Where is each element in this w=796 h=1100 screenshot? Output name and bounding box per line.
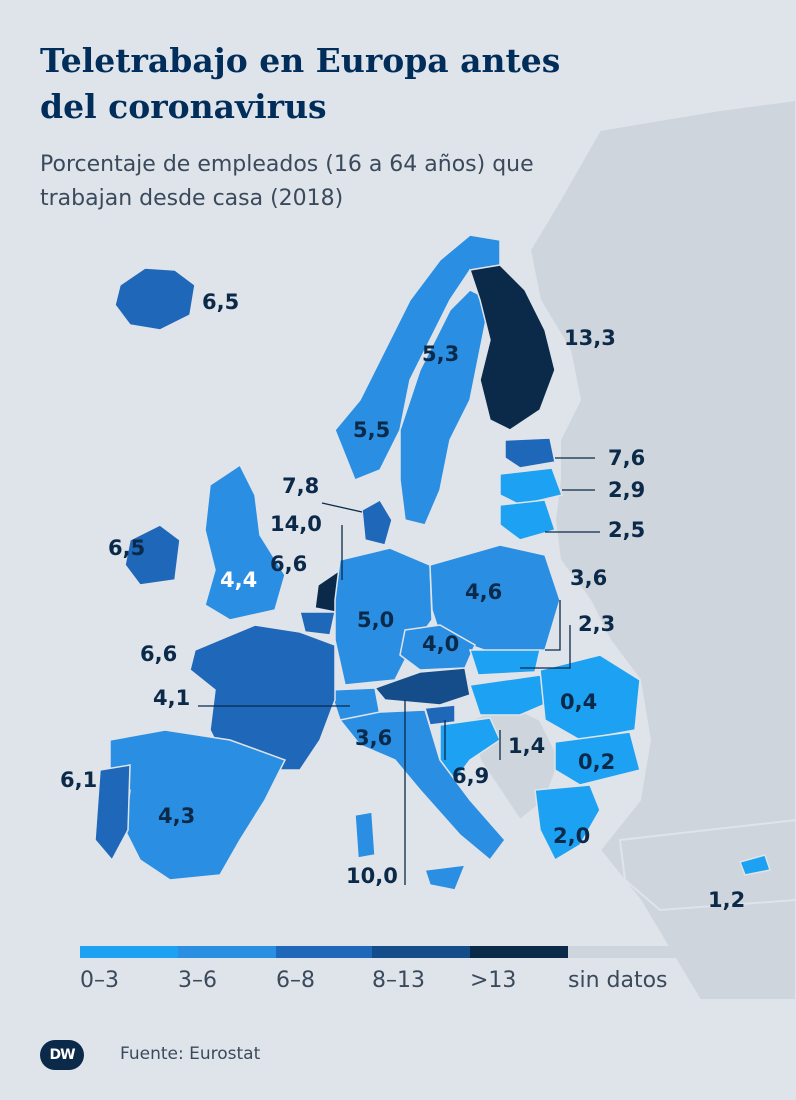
map-subtitle: Porcentaje de empleados (16 a 64 años) q… <box>40 152 534 211</box>
legend-swatch-0-3 <box>80 946 178 958</box>
label-hungary: 2,3 <box>578 612 616 636</box>
label-bulgaria: 0,2 <box>578 750 616 774</box>
label-denmark: 7,8 <box>282 474 320 498</box>
label-uk: 4,4 <box>220 568 258 592</box>
country-ireland <box>124 524 181 586</box>
country-estonia <box>504 437 556 469</box>
label-romania: 0,4 <box>560 690 598 714</box>
legend-label-gt13: >13 <box>470 968 517 993</box>
label-poland: 4,6 <box>465 580 503 604</box>
country-slovakia <box>468 649 541 676</box>
legend-swatch-6-8 <box>276 946 372 958</box>
legend-label-8-13: 8–13 <box>372 968 425 993</box>
label-norway: 5,3 <box>422 342 460 366</box>
land-nodata-east <box>528 98 796 1001</box>
legend-swatch-3-6 <box>178 946 276 958</box>
country-finland <box>469 264 556 431</box>
label-ireland: 6,5 <box>108 536 146 560</box>
country-hungary <box>469 674 557 716</box>
label-luxembourg: 4,1 <box>153 686 191 710</box>
legend-label-6-8: 6–8 <box>276 968 315 993</box>
label-france: 6,6 <box>140 642 178 666</box>
country-lithuania <box>499 499 556 541</box>
country-latvia <box>499 467 563 506</box>
country-romania <box>539 654 641 741</box>
legend-label-3-6: 3–6 <box>178 968 217 993</box>
country-italy <box>338 709 506 862</box>
country-bulgaria <box>554 731 641 786</box>
country-france <box>189 624 336 771</box>
country-iceland <box>114 267 196 331</box>
label-croatia: 1,4 <box>508 734 546 758</box>
label-latvia: 2,9 <box>608 478 646 502</box>
legend-swatch-gt13 <box>470 946 568 958</box>
country-sweden <box>399 289 491 526</box>
label-lithuania: 2,5 <box>608 518 646 542</box>
leader-lines <box>198 457 600 885</box>
label-switzerland: 3,6 <box>355 726 393 750</box>
label-belgium: 6,6 <box>270 552 308 576</box>
label-austria: 10,0 <box>346 864 398 888</box>
land-nodata-turkey <box>618 818 796 912</box>
country-italy-sicily <box>423 864 467 891</box>
legend-label-0-3: 0–3 <box>80 968 119 993</box>
country-cyprus <box>739 854 771 876</box>
country-belgium <box>299 611 336 636</box>
label-slovakia: 3,6 <box>570 566 608 590</box>
label-slovenia: 6,9 <box>452 764 490 788</box>
country-italy-sardinia <box>354 811 376 859</box>
label-estonia: 7,6 <box>608 446 646 470</box>
label-sweden: 5,5 <box>353 418 391 442</box>
source-text: Fuente: Eurostat <box>120 1044 261 1064</box>
map-title: Teletrabajo en Europa antes del coronavi… <box>40 41 561 126</box>
label-cyprus: 1,2 <box>708 888 746 912</box>
label-greece: 2,0 <box>553 824 591 848</box>
label-spain: 4,3 <box>158 804 196 828</box>
country-denmark <box>361 498 393 546</box>
country-slovenia <box>424 704 456 726</box>
legend-label-nodata: sin datos <box>568 968 668 993</box>
label-netherlands: 14,0 <box>270 512 322 536</box>
label-portugal: 6,1 <box>60 768 98 792</box>
label-iceland: 6,5 <box>202 290 240 314</box>
country-portugal <box>94 764 131 862</box>
label-germany: 5,0 <box>357 608 395 632</box>
legend-swatch-nodata <box>568 946 716 958</box>
country-greece <box>534 784 601 862</box>
dw-logo: DW <box>40 1040 84 1070</box>
country-austria <box>373 667 471 706</box>
label-finland: 13,3 <box>564 326 616 350</box>
label-czechia: 4,0 <box>422 632 460 656</box>
legend-swatch-8-13 <box>372 946 470 958</box>
country-uk <box>204 463 286 621</box>
country-spain <box>109 729 287 881</box>
